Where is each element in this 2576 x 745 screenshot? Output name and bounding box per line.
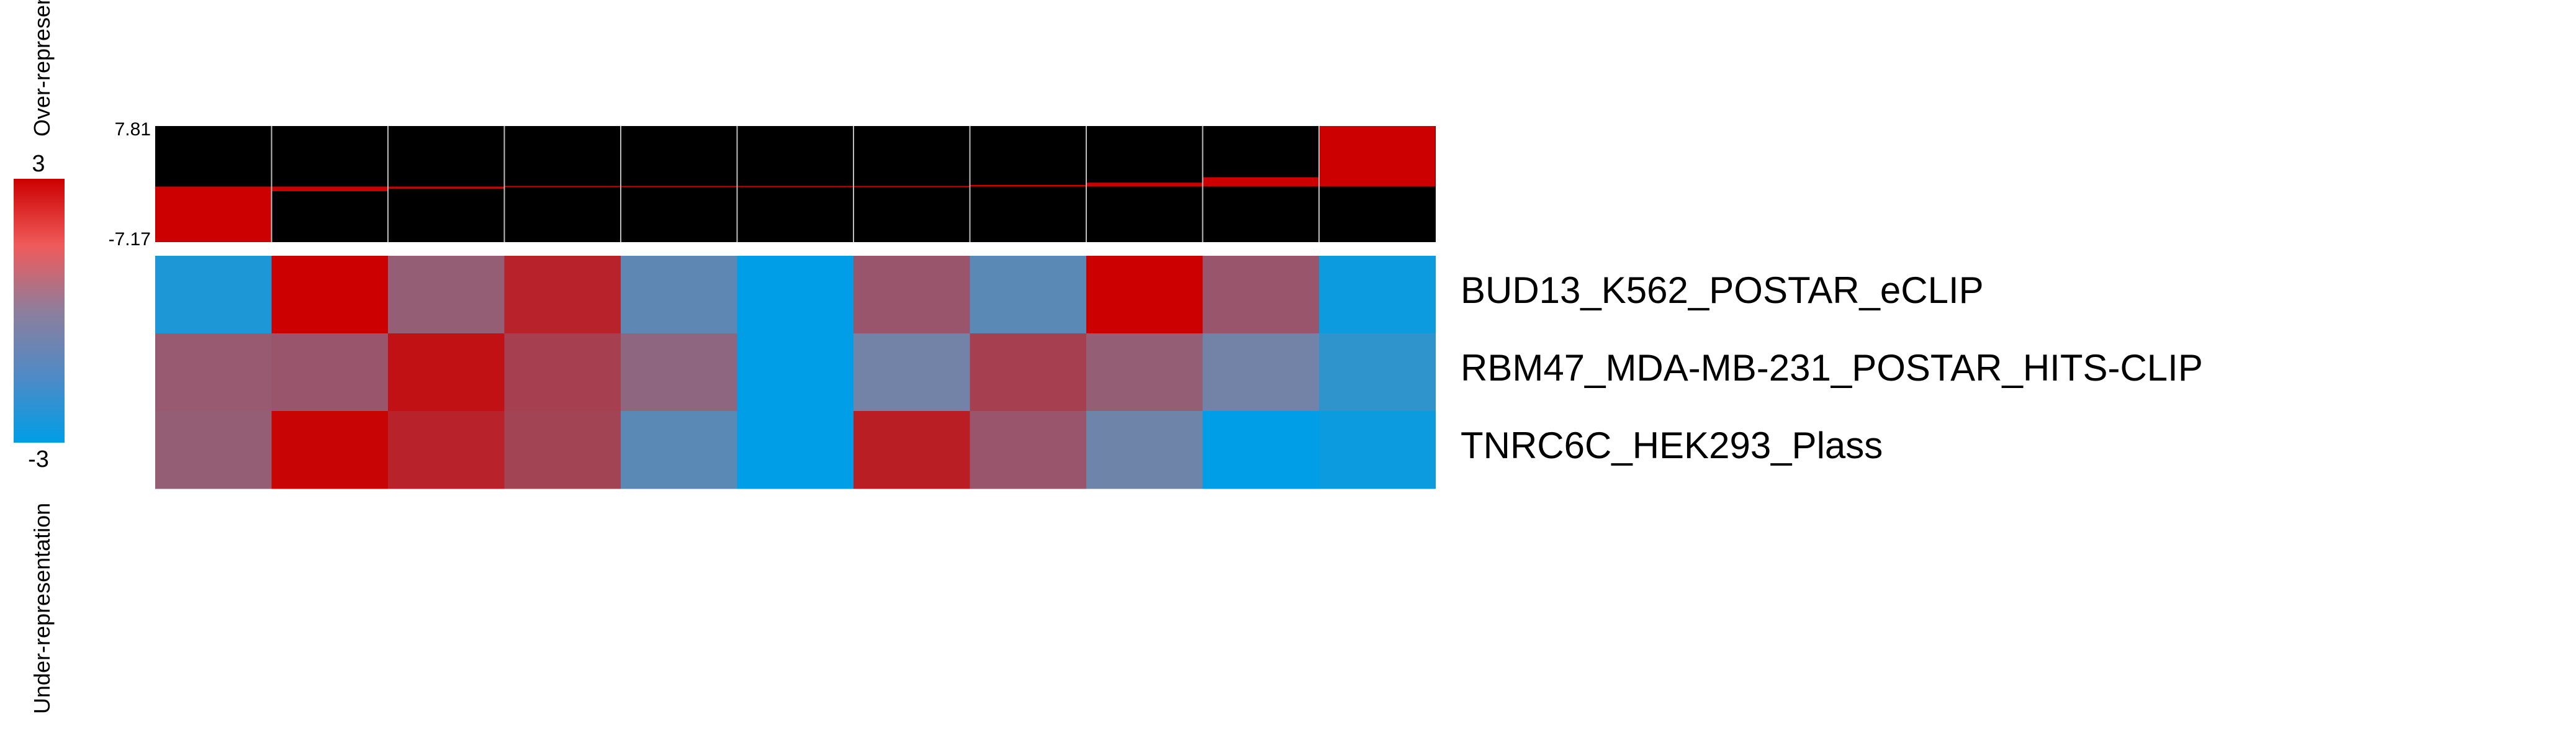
enrichment-bar <box>1319 126 1436 187</box>
heatmap-cell <box>970 333 1087 412</box>
colorbar-min-label: -3 <box>28 446 49 472</box>
enrichment-bar <box>970 184 1086 187</box>
heatmap-cell <box>970 256 1087 334</box>
enrichment-bar <box>621 186 737 187</box>
heatmap-cell <box>1202 333 1320 412</box>
enrichment-bar <box>271 186 388 191</box>
heatmap-cell <box>853 411 970 489</box>
row-label: BUD13_K562_POSTAR_eCLIP <box>1461 269 1984 311</box>
heatmap-cell <box>970 411 1087 489</box>
enrichment-bar <box>388 186 505 189</box>
heatmap-cell <box>1086 333 1203 412</box>
heatmap-grid <box>155 256 1436 489</box>
heatmap-cell <box>504 333 621 412</box>
heatmap-cell <box>621 411 737 489</box>
heatmap-cell <box>1319 256 1436 334</box>
heatmap-cell <box>1202 411 1320 489</box>
heatmap-cell <box>155 333 272 412</box>
enrichment-bar <box>155 186 272 242</box>
enrichment-track-min-label: -7.17 <box>109 229 151 250</box>
row-label: TNRC6C_HEK293_Plass <box>1461 425 1883 466</box>
enrichment-bar <box>853 186 970 187</box>
over-representation-label: Over-representation <box>29 0 55 137</box>
heatmap-cell <box>737 256 854 334</box>
heatmap-cell <box>271 333 389 412</box>
colorbar-gradient <box>14 179 65 443</box>
heatmap-cell <box>1086 256 1203 334</box>
heatmap-cell <box>621 256 737 334</box>
heatmap-cell <box>737 411 854 489</box>
color-scale-legend: Over-representation 3 -3 Under-represent… <box>14 0 65 714</box>
heatmap-cell <box>853 333 970 412</box>
heatmap-cell <box>737 333 854 412</box>
heatmap-cell <box>1319 333 1436 412</box>
row-labels: BUD13_K562_POSTAR_eCLIP RBM47_MDA-MB-231… <box>1461 269 2203 466</box>
heatmap-cell <box>621 333 737 412</box>
enrichment-bar <box>737 186 853 187</box>
under-representation-label: Under-representation <box>29 503 55 714</box>
colorbar-max-label: 3 <box>32 151 45 177</box>
heatmap-cell <box>388 333 505 412</box>
heatmap-cell <box>1086 411 1203 489</box>
heatmap-cell <box>504 256 621 334</box>
row-label: RBM47_MDA-MB-231_POSTAR_HITS-CLIP <box>1461 347 2203 389</box>
heatmap-cell <box>388 256 505 334</box>
enrichment-track: 7.81 -7.17 <box>109 119 1436 250</box>
enrichment-bar <box>1086 183 1203 187</box>
enrichment-bar <box>504 186 621 187</box>
enrichment-track-max-label: 7.81 <box>115 119 151 140</box>
heatmap-cell <box>155 411 272 489</box>
heatmap-cell <box>504 411 621 489</box>
heatmap-cell <box>155 256 272 334</box>
enrichment-bar <box>1202 177 1319 187</box>
heatmap-cell <box>1202 256 1320 334</box>
heatmap-cell <box>271 411 389 489</box>
heatmap-cell <box>388 411 505 489</box>
heatmap-cell <box>1319 411 1436 489</box>
heatmap-cell <box>853 256 970 334</box>
heatmap-cell <box>271 256 389 334</box>
